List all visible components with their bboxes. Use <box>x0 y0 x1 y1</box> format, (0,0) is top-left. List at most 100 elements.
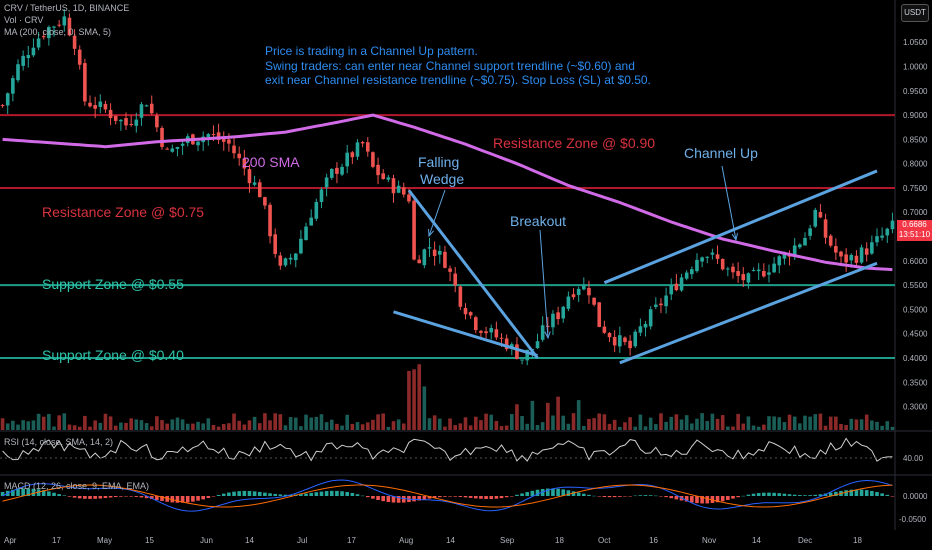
candle-body <box>782 253 787 259</box>
candle-body <box>854 255 859 263</box>
macd-histogram-bar <box>494 496 499 499</box>
macd-histogram-bar <box>340 491 344 496</box>
resistance-label: Resistance Zone @ $0.75 <box>42 204 204 220</box>
volume-bar <box>401 423 406 430</box>
candle-body <box>551 313 555 328</box>
volume-bar <box>504 425 509 430</box>
time-tick: Jun <box>200 536 213 545</box>
macd-histogram-bar <box>314 492 319 496</box>
macd-signal-line <box>2 484 893 508</box>
macd-histogram-bar <box>638 495 643 496</box>
volume-bar <box>587 418 591 430</box>
candle-body <box>149 103 154 114</box>
volume-bar <box>659 413 663 430</box>
candle-body <box>582 285 586 290</box>
candle-body <box>5 93 10 106</box>
volume-bar <box>834 416 838 430</box>
candle-body <box>88 102 92 107</box>
time-tick: Aug <box>399 536 413 545</box>
macd-histogram-bar <box>371 496 375 499</box>
macd-histogram-bar <box>432 496 437 498</box>
sma-legend: MA (200, close, 0, SMA, 5) <box>4 27 112 37</box>
candle-body <box>499 337 504 339</box>
macd-histogram-bar <box>180 496 185 503</box>
candle-body <box>546 325 550 327</box>
channel-up-line <box>619 261 878 365</box>
candle-body <box>391 178 396 194</box>
macd-histogram-bar <box>695 496 699 504</box>
candle-body <box>715 254 720 259</box>
volume-bar <box>319 414 324 430</box>
rsi-legend: RSI (14, close, SMA, 14, 2) <box>4 437 114 447</box>
candle-body <box>422 249 427 266</box>
macd-histogram-bar <box>134 496 139 497</box>
macd-histogram-bar <box>803 495 807 496</box>
candle-body <box>340 166 344 175</box>
channel-up-line <box>603 169 878 285</box>
macd-histogram-bar <box>0 491 5 496</box>
macd-histogram-bar <box>818 494 823 496</box>
volume-bar <box>283 425 288 430</box>
candle-body <box>211 134 216 136</box>
macd-histogram-bar <box>648 495 653 496</box>
time-tick: 17 <box>347 536 356 545</box>
volume-bar <box>237 420 241 430</box>
volume-bar <box>762 424 766 430</box>
volume-bar <box>113 425 118 430</box>
candle-body <box>72 35 77 49</box>
macd-histogram-bar <box>304 493 308 496</box>
macd-histogram-bar <box>592 495 596 497</box>
volume-bar <box>556 396 560 430</box>
candle-body <box>16 64 20 81</box>
candle-body <box>684 272 689 279</box>
volume-bar <box>175 417 180 430</box>
candle-body <box>839 251 843 257</box>
volume-bar <box>88 426 92 430</box>
macd-histogram-bar <box>782 493 787 496</box>
candle-body <box>870 242 874 254</box>
volume-bar <box>576 400 581 430</box>
volume-bar <box>726 426 730 430</box>
volume-bar <box>257 423 262 430</box>
volume-bar <box>458 423 463 430</box>
candle-body <box>576 288 581 296</box>
volume-bar <box>381 413 386 430</box>
volume-bar <box>355 422 360 430</box>
volume-bar <box>654 424 658 430</box>
currency-button[interactable]: USDT <box>901 4 929 22</box>
macd-histogram-bar <box>597 496 602 497</box>
volume-bar <box>329 419 334 430</box>
macd-histogram-bar <box>792 494 797 496</box>
macd-histogram-bar <box>854 489 859 496</box>
macd-histogram-bar <box>36 489 41 496</box>
channel-arrow <box>721 165 737 241</box>
macd-histogram-bar <box>849 489 854 496</box>
volume-bar <box>823 425 828 430</box>
macd-histogram-bar <box>283 494 288 496</box>
breakout-annotation: Breakout <box>510 213 566 229</box>
candle-body <box>525 349 530 361</box>
candle-body <box>643 323 648 328</box>
volume-bar <box>350 423 355 430</box>
candle-body <box>453 273 458 286</box>
macd-histogram-bar <box>41 490 46 496</box>
macd-histogram-bar <box>149 496 154 500</box>
macd-histogram-bar <box>227 492 231 496</box>
macd-histogram-bar <box>633 495 638 497</box>
candle-body <box>113 115 118 121</box>
macd-histogram-bar <box>412 496 416 502</box>
volume-bar <box>108 416 113 430</box>
volume-bar <box>736 413 740 430</box>
candle-body <box>772 263 776 273</box>
candle-body <box>741 274 746 281</box>
volume-bar <box>191 423 195 430</box>
volume-bar <box>268 420 272 430</box>
volume-bar <box>170 419 175 430</box>
macd-histogram-bar <box>587 494 591 496</box>
volume-bar <box>525 423 530 430</box>
volume-bar <box>36 413 41 430</box>
price-tick: 0.8000 <box>903 160 928 169</box>
macd-histogram-bar <box>252 491 257 496</box>
macd-histogram-bar <box>463 496 468 498</box>
